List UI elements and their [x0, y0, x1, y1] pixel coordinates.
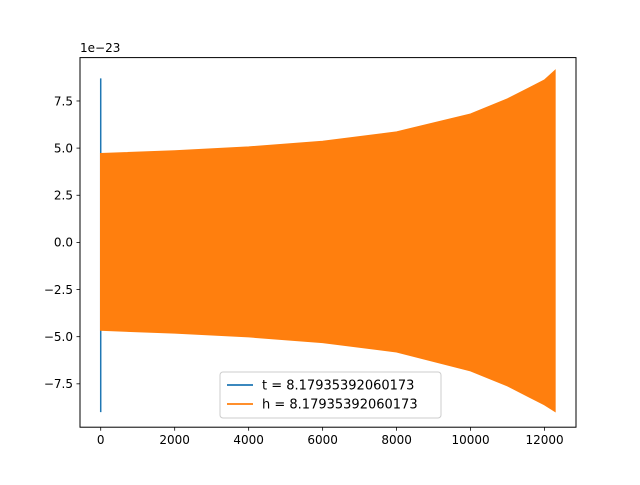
- plot-content: [99, 69, 556, 413]
- y-tick-label: 7.5: [54, 94, 73, 108]
- legend-label: h = 8.17935392060173: [262, 398, 418, 413]
- legend: t = 8.17935392060173 h = 8.17935392060173: [219, 371, 442, 419]
- x-tick-label: 6000: [307, 433, 338, 447]
- x-tick-label: 10000: [451, 433, 489, 447]
- y-axis-offset-text: 1e−23: [80, 41, 120, 55]
- legend-label: t = 8.17935392060173: [262, 379, 414, 394]
- x-tick-label: 8000: [381, 433, 412, 447]
- y-tick-label: 5.0: [54, 141, 73, 155]
- x-tick-label: 2000: [159, 433, 190, 447]
- x-tick-label: 4000: [233, 433, 264, 447]
- series-h-band: [99, 69, 556, 413]
- y-tick-label: −2.5: [44, 283, 73, 297]
- y-tick-label: −7.5: [44, 377, 73, 391]
- y-tick-label: −5.0: [44, 330, 73, 344]
- y-axis: 7.5 5.0 2.5 0.0 −2.5 −5.0 −7.5: [44, 94, 80, 391]
- x-tick-label: 0: [97, 433, 105, 447]
- x-axis: 0 2000 4000 6000 8000 10000 12000: [97, 427, 564, 447]
- y-tick-label: 2.5: [54, 189, 73, 203]
- y-tick-label: 0.0: [54, 236, 73, 250]
- x-tick-label: 12000: [525, 433, 563, 447]
- legend-box: [219, 371, 442, 419]
